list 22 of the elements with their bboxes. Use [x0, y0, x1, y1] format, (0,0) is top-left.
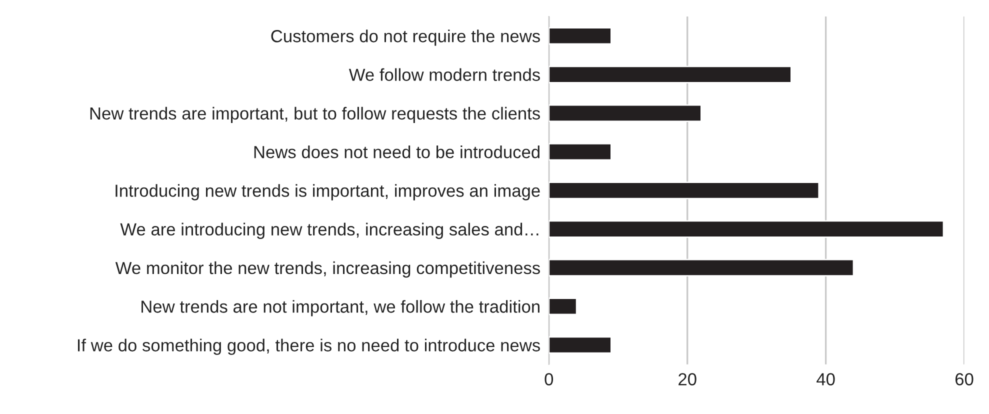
bar — [548, 298, 578, 316]
x-tick-label: 20 — [678, 373, 696, 386]
y-tick-label: If we do something good, there is no need to introduce news — [78, 338, 540, 355]
y-tick-label: We are introducing new trends, increasing sales and… — [120, 222, 538, 239]
bar — [548, 27, 612, 45]
bar — [548, 182, 820, 200]
bar — [548, 142, 612, 161]
y-tick-label: News does not need to be introduced — [254, 146, 540, 158]
bar — [548, 66, 792, 84]
y-tick-label: Customers do not require the news — [271, 30, 540, 46]
x-tick-label: 60 — [956, 373, 974, 386]
y-tick-label: Introducing new trends is important, improves an image — [116, 184, 540, 200]
bar — [548, 220, 944, 238]
y-tick-label: We follow modern trends — [348, 68, 540, 81]
bar — [548, 258, 854, 277]
x-tick-label: 0 — [544, 373, 554, 386]
y-tick-label: New trends are important, but to follow requests the clients — [90, 106, 540, 124]
x-tick-label: 40 — [816, 373, 835, 386]
bar — [548, 336, 612, 354]
y-tick-label: New trends are not important, we follow the tradition — [142, 300, 540, 316]
y-tick-label: We monitor the new trends, increasing competitiveness — [115, 261, 540, 278]
bar — [548, 104, 702, 122]
